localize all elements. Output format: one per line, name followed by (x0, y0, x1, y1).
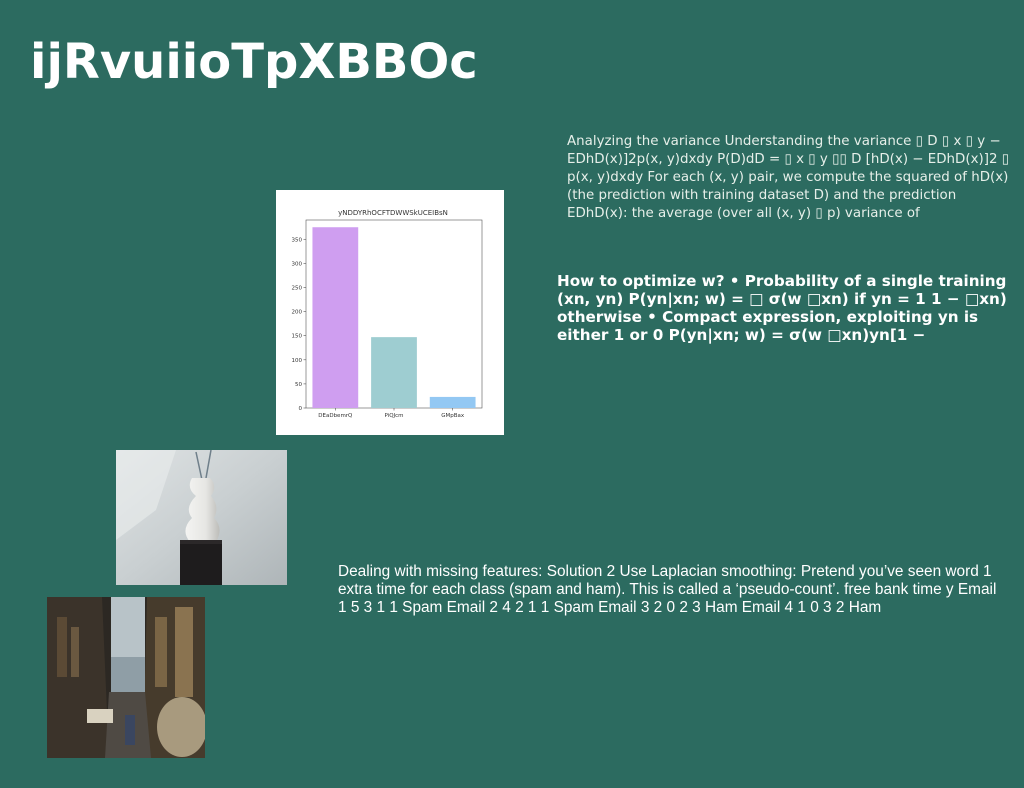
x-tick-label: GMpBax (441, 413, 465, 419)
chart-x-axis: DEaDbemrQ PiQJcm GMpBax (318, 408, 465, 419)
y-tick-label: 200 (292, 310, 303, 316)
x-tick-label: PiQJcm (384, 413, 403, 419)
vase-photo (116, 450, 287, 585)
street-photo (47, 597, 205, 758)
bar-GMpBax (429, 396, 476, 408)
bar-chart-card: yNDDYRhOCFTDWWSkUCEIBsN 0 50 100 150 200 250 3… (276, 190, 504, 435)
x-tick-label: DEaDbemrQ (318, 413, 353, 419)
y-tick-label: 0 (299, 406, 303, 412)
optimize-text: How to optimize w? • Probability of a si… (557, 272, 1013, 344)
y-tick-label: 100 (292, 358, 303, 364)
y-tick-label: 350 (292, 237, 303, 243)
y-tick-label: 150 (292, 334, 303, 340)
chart-bars (312, 227, 476, 408)
missing-features-text: Dealing with missing features: Solution … (338, 563, 997, 616)
bar-DEaDbemrQ (312, 227, 359, 408)
variance-text: Analyzing the variance Understanding the… (567, 134, 1010, 221)
bar-PiQJcm (371, 337, 417, 408)
page-title: ijRvuiioTpXBBOc (30, 34, 478, 90)
y-tick-label: 50 (295, 382, 302, 388)
y-tick-label: 250 (292, 285, 303, 291)
bar-chart: yNDDYRhOCFTDWWSkUCEIBsN 0 50 100 150 200 250 3… (292, 209, 483, 419)
y-tick-label: 300 (292, 261, 303, 267)
chart-y-axis: 0 50 100 150 200 250 300 350 (292, 237, 306, 412)
chart-title: yNDDYRhOCFTDWWSkUCEIBsN (338, 209, 448, 217)
